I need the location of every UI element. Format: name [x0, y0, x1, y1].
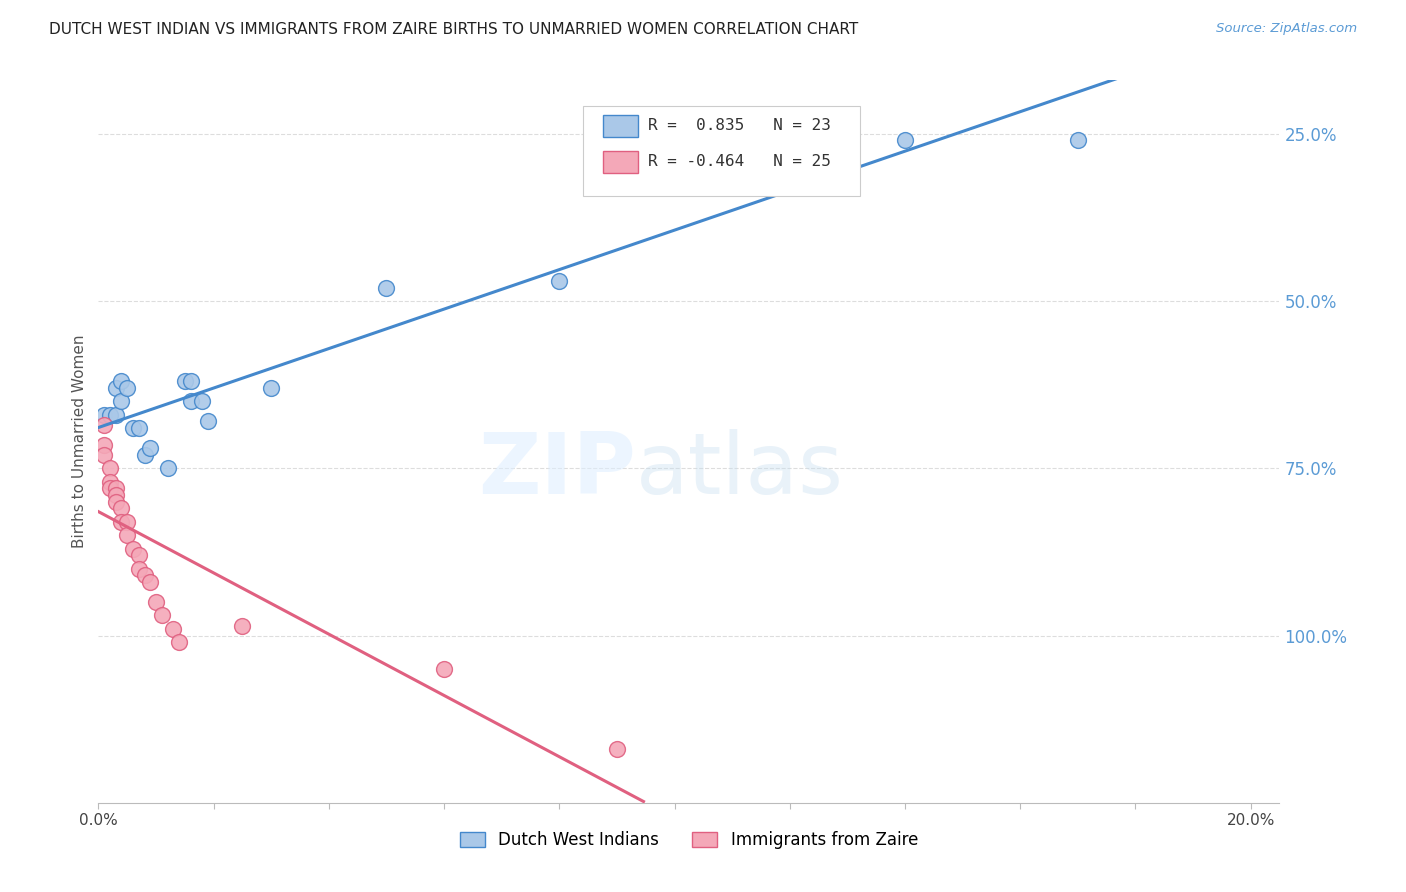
- Point: [375, 281, 398, 295]
- Point: [104, 488, 127, 502]
- Point: [167, 635, 190, 649]
- Point: [139, 575, 162, 590]
- Point: [721, 134, 744, 148]
- Point: [98, 408, 121, 422]
- Point: [98, 475, 121, 489]
- Point: [93, 417, 115, 432]
- Point: [180, 375, 202, 389]
- FancyBboxPatch shape: [603, 151, 638, 173]
- Text: atlas: atlas: [636, 429, 844, 512]
- Point: [139, 442, 162, 455]
- Point: [104, 482, 127, 496]
- Text: ZIP: ZIP: [478, 429, 636, 512]
- Point: [548, 274, 571, 288]
- Point: [197, 414, 219, 429]
- Point: [260, 381, 283, 395]
- Point: [433, 662, 456, 676]
- Point: [93, 438, 115, 452]
- Y-axis label: Births to Unmarried Women: Births to Unmarried Women: [72, 334, 87, 549]
- Point: [134, 448, 156, 462]
- Point: [128, 548, 150, 563]
- Point: [110, 394, 132, 409]
- Point: [110, 501, 132, 516]
- Point: [128, 562, 150, 576]
- Point: [110, 375, 132, 389]
- Point: [104, 381, 127, 395]
- FancyBboxPatch shape: [582, 105, 860, 196]
- Point: [93, 448, 115, 462]
- Point: [115, 515, 138, 529]
- Point: [110, 515, 132, 529]
- Point: [145, 595, 167, 609]
- Point: [93, 408, 115, 422]
- Point: [134, 568, 156, 582]
- Point: [115, 528, 138, 542]
- Point: [115, 381, 138, 395]
- FancyBboxPatch shape: [603, 115, 638, 136]
- Point: [122, 541, 145, 556]
- Text: DUTCH WEST INDIAN VS IMMIGRANTS FROM ZAIRE BIRTHS TO UNMARRIED WOMEN CORRELATION: DUTCH WEST INDIAN VS IMMIGRANTS FROM ZAI…: [49, 22, 859, 37]
- Point: [98, 482, 121, 496]
- Point: [156, 461, 179, 475]
- Point: [1067, 134, 1090, 148]
- Text: Source: ZipAtlas.com: Source: ZipAtlas.com: [1216, 22, 1357, 36]
- Point: [150, 608, 173, 623]
- Point: [162, 622, 184, 636]
- Text: R = -0.464   N = 25: R = -0.464 N = 25: [648, 153, 831, 169]
- Text: R =  0.835   N = 23: R = 0.835 N = 23: [648, 118, 831, 133]
- Point: [122, 421, 145, 435]
- Point: [104, 494, 127, 508]
- Point: [104, 408, 127, 422]
- Legend: Dutch West Indians, Immigrants from Zaire: Dutch West Indians, Immigrants from Zair…: [453, 824, 925, 856]
- Point: [231, 618, 253, 632]
- Point: [98, 461, 121, 475]
- Point: [606, 742, 628, 756]
- Point: [191, 394, 214, 409]
- Point: [128, 421, 150, 435]
- Point: [894, 134, 917, 148]
- Point: [180, 394, 202, 409]
- Point: [173, 375, 195, 389]
